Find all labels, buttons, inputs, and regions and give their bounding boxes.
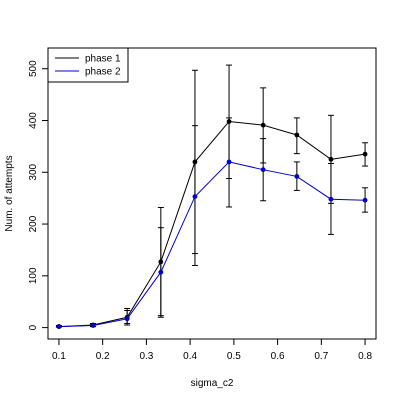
y-axis: 0 100 200 300 400 500: [28, 60, 49, 330]
data-point: [362, 151, 368, 157]
x-tick-label: 0.5: [227, 351, 241, 362]
legend-item: phase 2: [55, 67, 121, 78]
data-point: [260, 167, 266, 173]
x-tick-label: 0.3: [139, 351, 153, 362]
y-tick-label: 500: [28, 60, 39, 77]
data-point: [90, 323, 96, 328]
legend: phase 1 phase 2: [47, 47, 129, 83]
series-line: [58, 161, 366, 328]
x-axis: 0.1 0.2 0.3 0.4 0.5 0.6 0.7 0.8: [52, 338, 372, 362]
legend-label: phase 2: [85, 67, 121, 78]
x-tick-label: 0.4: [183, 351, 197, 362]
x-axis-title: sigma_c2: [191, 378, 234, 389]
y-tick-label: 0: [28, 324, 39, 330]
series-2: [55, 117, 369, 329]
y-tick-label: 300: [28, 163, 39, 180]
y-tick-label: 400: [28, 112, 39, 129]
y-tick-label: 100: [28, 267, 39, 284]
data-point: [56, 324, 62, 329]
data-point: [362, 197, 368, 203]
data-point: [226, 159, 232, 165]
data-point: [124, 316, 130, 322]
y-axis-title: Num. of attempts: [4, 155, 15, 231]
data-point: [294, 132, 300, 138]
x-tick-label: 0.6: [271, 351, 285, 362]
x-tick-label: 0.2: [96, 351, 110, 362]
data-point: [328, 196, 334, 202]
data-point: [260, 122, 266, 128]
data-point: [192, 194, 198, 200]
legend-label: phase 1: [85, 54, 121, 65]
x-tick-label: 0.1: [52, 351, 66, 362]
y-tick-label: 200: [28, 215, 39, 232]
plot-marks: [55, 64, 369, 329]
legend-box: [47, 47, 129, 83]
data-point: [328, 156, 334, 162]
x-tick-label: 0.8: [358, 351, 372, 362]
series-line: [58, 121, 366, 328]
data-point: [294, 174, 300, 179]
data-point: [158, 269, 164, 275]
legend-item: phase 1: [55, 54, 121, 65]
x-tick-label: 0.7: [314, 351, 328, 362]
